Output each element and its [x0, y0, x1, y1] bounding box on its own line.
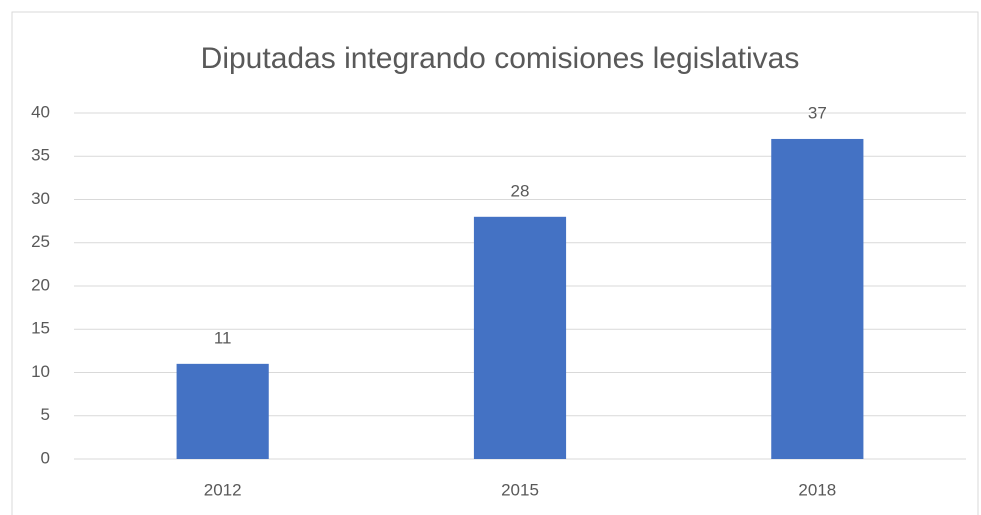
y-tick-label: 10	[31, 362, 50, 381]
y-tick-label: 40	[31, 102, 50, 121]
y-tick-label: 0	[41, 448, 50, 467]
y-tick-label: 30	[31, 189, 50, 208]
x-tick-label: 2012	[204, 480, 242, 499]
y-tick-label: 20	[31, 275, 50, 294]
chart-title: Diputadas integrando comisiones legislat…	[201, 42, 800, 75]
y-tick-label: 35	[31, 146, 50, 165]
data-label: 28	[511, 181, 530, 200]
y-tick-label: 15	[31, 319, 50, 338]
x-tick-label: 2015	[501, 480, 539, 499]
data-label: 11	[214, 328, 232, 347]
bar	[176, 363, 269, 459]
y-tick-label: 5	[41, 405, 50, 424]
chart-border	[11, 11, 979, 515]
bar	[473, 216, 567, 459]
x-tick-label: 2018	[798, 480, 836, 499]
y-tick-label: 25	[31, 232, 50, 251]
bar	[771, 138, 864, 459]
data-label: 37	[808, 103, 827, 122]
